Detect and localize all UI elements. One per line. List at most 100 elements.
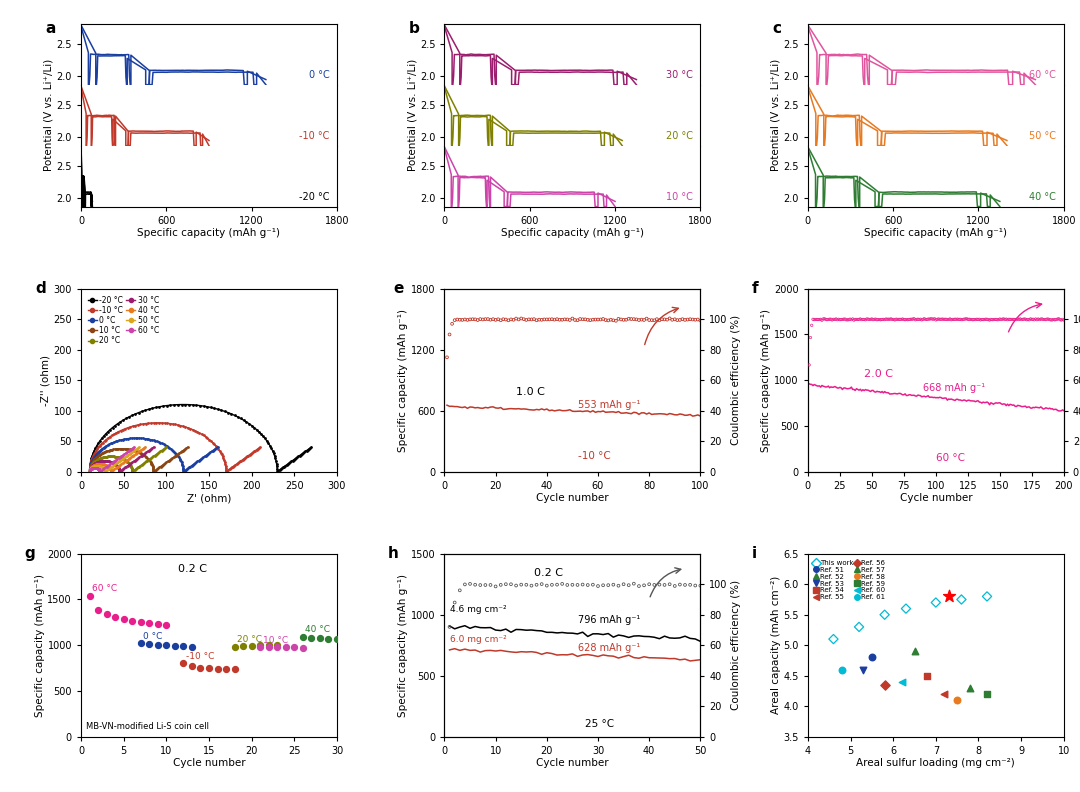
Point <box>861 313 878 326</box>
Point <box>551 314 568 326</box>
Text: 10 °C: 10 °C <box>665 192 692 202</box>
Point <box>876 679 893 691</box>
Text: 20 °C: 20 °C <box>665 131 692 141</box>
Point <box>860 313 877 326</box>
Text: d: d <box>35 281 45 296</box>
Point <box>893 313 910 326</box>
Y-axis label: Specific capacity (mAh g⁻¹): Specific capacity (mAh g⁻¹) <box>761 309 771 451</box>
Point <box>947 313 964 326</box>
Point <box>476 313 494 326</box>
X-axis label: Areal sulfur loading (mg cm⁻²): Areal sulfur loading (mg cm⁻²) <box>856 759 1015 768</box>
Point <box>525 313 542 326</box>
Point <box>487 580 504 592</box>
Point <box>584 578 602 591</box>
Point <box>904 313 921 326</box>
Point <box>946 313 963 326</box>
Point <box>832 314 849 326</box>
Point <box>834 663 851 676</box>
Point <box>158 639 175 652</box>
Point <box>687 314 704 326</box>
Point <box>964 314 982 326</box>
Point <box>821 313 838 326</box>
Point <box>822 313 839 326</box>
Point <box>1027 313 1044 326</box>
Point <box>515 313 532 326</box>
Point <box>1047 314 1064 326</box>
Point <box>824 314 841 326</box>
Point <box>640 578 658 591</box>
Point <box>820 313 837 326</box>
Point <box>620 579 637 592</box>
Y-axis label: Specific capacity (mAh g⁻¹): Specific capacity (mAh g⁻¹) <box>35 573 44 717</box>
Point <box>487 314 504 326</box>
Point <box>545 314 563 326</box>
Point <box>208 663 226 676</box>
Point <box>500 314 517 326</box>
Point <box>951 313 969 326</box>
Point <box>959 313 976 326</box>
Point <box>674 313 691 326</box>
Point <box>835 313 852 326</box>
Point <box>252 639 269 652</box>
Point <box>446 596 463 609</box>
Point <box>980 314 997 326</box>
Point <box>577 313 594 326</box>
Point <box>603 314 620 326</box>
Point <box>234 640 252 653</box>
Point <box>474 313 491 326</box>
Text: 20 °C: 20 °C <box>238 635 262 644</box>
Point <box>829 313 847 326</box>
Point <box>523 579 540 592</box>
Point <box>461 313 478 326</box>
Text: f: f <box>752 281 758 296</box>
Point <box>635 314 652 326</box>
Point <box>971 313 988 326</box>
Point <box>1022 313 1039 326</box>
Point <box>855 313 873 326</box>
Point <box>534 578 551 591</box>
Point <box>454 314 471 326</box>
Point <box>896 314 914 326</box>
Text: 30 °C: 30 °C <box>665 70 692 81</box>
Point <box>933 313 950 326</box>
Point <box>849 313 866 326</box>
Point <box>590 580 607 592</box>
Point <box>502 313 519 326</box>
Point <box>1048 314 1065 326</box>
Point <box>841 313 859 326</box>
Point <box>691 314 708 327</box>
Point <box>818 313 835 326</box>
Point <box>90 604 107 617</box>
Point <box>1021 314 1038 326</box>
Text: 628 mAh g⁻¹: 628 mAh g⁻¹ <box>578 642 639 653</box>
Point <box>461 577 478 590</box>
Text: g: g <box>25 546 36 562</box>
Point <box>901 313 918 326</box>
Text: 4.6 mg cm⁻²: 4.6 mg cm⁻² <box>449 605 507 615</box>
Point <box>895 313 913 326</box>
Point <box>935 687 953 700</box>
Point <box>991 313 1009 326</box>
Point <box>880 313 897 326</box>
Point <box>534 314 551 326</box>
Point <box>954 313 971 326</box>
Point <box>672 578 689 591</box>
Point <box>269 639 286 652</box>
Point <box>804 319 821 332</box>
Point <box>1045 313 1063 326</box>
Point <box>1023 313 1040 326</box>
Point <box>158 619 175 631</box>
Point <box>558 579 576 592</box>
Point <box>985 314 1002 326</box>
Point <box>594 313 611 326</box>
Point <box>945 313 962 326</box>
Point <box>517 314 535 326</box>
Point <box>810 314 827 326</box>
Point <box>940 590 957 603</box>
Point <box>999 314 1016 326</box>
Point <box>948 694 966 706</box>
Text: -10 °C: -10 °C <box>299 131 329 141</box>
Point <box>807 313 824 326</box>
Point <box>843 313 861 326</box>
Point <box>586 313 604 326</box>
